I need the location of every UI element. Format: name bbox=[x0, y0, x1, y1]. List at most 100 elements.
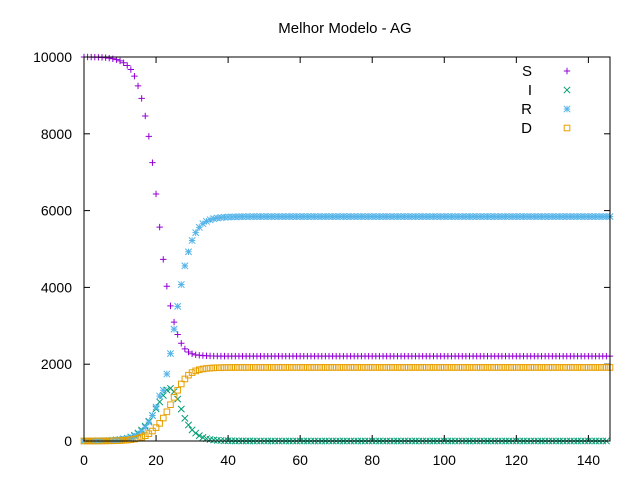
legend-marker-d bbox=[563, 124, 571, 132]
point-d bbox=[552, 364, 560, 371]
point-d bbox=[307, 364, 315, 371]
point-d bbox=[264, 364, 272, 371]
point-r bbox=[501, 213, 510, 221]
point-d bbox=[195, 366, 203, 374]
point-r bbox=[206, 216, 214, 224]
point-d bbox=[588, 364, 596, 371]
point-d bbox=[523, 364, 531, 371]
point-r bbox=[354, 213, 362, 221]
legend-marker-d-shape bbox=[563, 124, 571, 132]
point-d bbox=[242, 364, 250, 371]
point-r bbox=[116, 436, 124, 444]
point-d bbox=[174, 386, 181, 394]
point-r bbox=[599, 213, 607, 221]
point-r bbox=[574, 213, 582, 221]
point-d bbox=[559, 364, 567, 371]
legend-marker-s bbox=[563, 67, 571, 75]
point-d bbox=[516, 364, 524, 371]
point-d bbox=[513, 364, 520, 371]
point-d bbox=[599, 364, 607, 371]
point-d bbox=[401, 364, 408, 371]
point-r bbox=[329, 213, 337, 221]
point-d bbox=[462, 364, 470, 371]
point-i bbox=[195, 432, 203, 440]
point-d bbox=[412, 364, 419, 371]
y-tick-label: 10000 bbox=[33, 49, 72, 65]
point-i bbox=[170, 388, 178, 396]
point-d bbox=[235, 364, 243, 371]
point-d bbox=[404, 364, 412, 371]
point-r bbox=[566, 213, 574, 221]
point-d bbox=[531, 364, 538, 371]
point-r bbox=[152, 403, 160, 411]
point-r bbox=[534, 213, 542, 221]
point-d bbox=[300, 364, 308, 371]
point-r bbox=[249, 213, 257, 221]
point-r bbox=[390, 213, 398, 221]
point-d bbox=[170, 394, 178, 401]
point-d bbox=[563, 364, 571, 371]
point-r bbox=[141, 423, 149, 431]
point-d bbox=[210, 364, 217, 372]
point-d bbox=[502, 364, 509, 371]
y-tick-label: 8000 bbox=[41, 126, 72, 142]
x-tick-label: 60 bbox=[292, 452, 308, 468]
point-r bbox=[401, 213, 409, 221]
point-r bbox=[120, 435, 128, 443]
point-d bbox=[221, 364, 228, 371]
point-d bbox=[455, 364, 462, 371]
legend-marker-i-shape bbox=[563, 86, 571, 94]
point-d bbox=[314, 364, 322, 371]
x-tick-label: 100 bbox=[433, 452, 457, 468]
point-r bbox=[361, 213, 369, 221]
point-s bbox=[160, 256, 167, 263]
x-tick-label: 80 bbox=[364, 452, 380, 468]
point-r bbox=[379, 213, 387, 221]
point-r bbox=[581, 213, 589, 221]
x-tick-label: 20 bbox=[148, 452, 164, 468]
x-tick-label: 40 bbox=[220, 452, 236, 468]
point-d bbox=[123, 436, 131, 444]
y-tick-label: 4000 bbox=[41, 279, 72, 295]
point-d bbox=[520, 364, 527, 371]
point-r bbox=[509, 213, 517, 221]
point-d bbox=[325, 364, 333, 371]
point-d bbox=[253, 364, 261, 371]
point-d bbox=[163, 408, 171, 416]
point-d bbox=[592, 364, 599, 371]
point-d bbox=[304, 364, 311, 371]
point-d bbox=[415, 364, 423, 371]
point-r bbox=[220, 213, 229, 221]
point-r bbox=[393, 213, 401, 221]
legend-label-s: S bbox=[522, 63, 532, 80]
point-d bbox=[159, 414, 167, 422]
point-r bbox=[170, 325, 178, 333]
point-d bbox=[570, 364, 578, 371]
point-d bbox=[329, 364, 336, 371]
point-s bbox=[131, 72, 138, 80]
point-r bbox=[415, 213, 423, 221]
point-r bbox=[238, 213, 247, 221]
point-r bbox=[267, 213, 275, 221]
point-r bbox=[293, 213, 301, 221]
point-r bbox=[519, 213, 528, 221]
point-d bbox=[491, 364, 499, 371]
point-r bbox=[437, 213, 445, 221]
point-r bbox=[213, 214, 221, 222]
legend-marker-r-shape bbox=[563, 105, 571, 113]
point-r bbox=[347, 213, 355, 221]
point-r bbox=[278, 213, 286, 221]
point-d bbox=[282, 364, 290, 371]
point-d bbox=[451, 364, 459, 371]
point-r bbox=[303, 213, 311, 221]
y-tick-label: 0 bbox=[64, 433, 72, 449]
point-d bbox=[350, 364, 358, 371]
point-d bbox=[433, 364, 441, 371]
y-tick-label: 6000 bbox=[41, 203, 72, 219]
point-r bbox=[145, 418, 153, 426]
point-d bbox=[192, 367, 199, 375]
legend-marker-s-shape bbox=[563, 67, 571, 75]
legend-marker-r bbox=[563, 105, 571, 113]
point-d bbox=[383, 364, 390, 371]
axis-ticks: 0 20 40 60 80 100 120 140 0 2000 4000 6000 8000 10000 bbox=[33, 49, 610, 468]
